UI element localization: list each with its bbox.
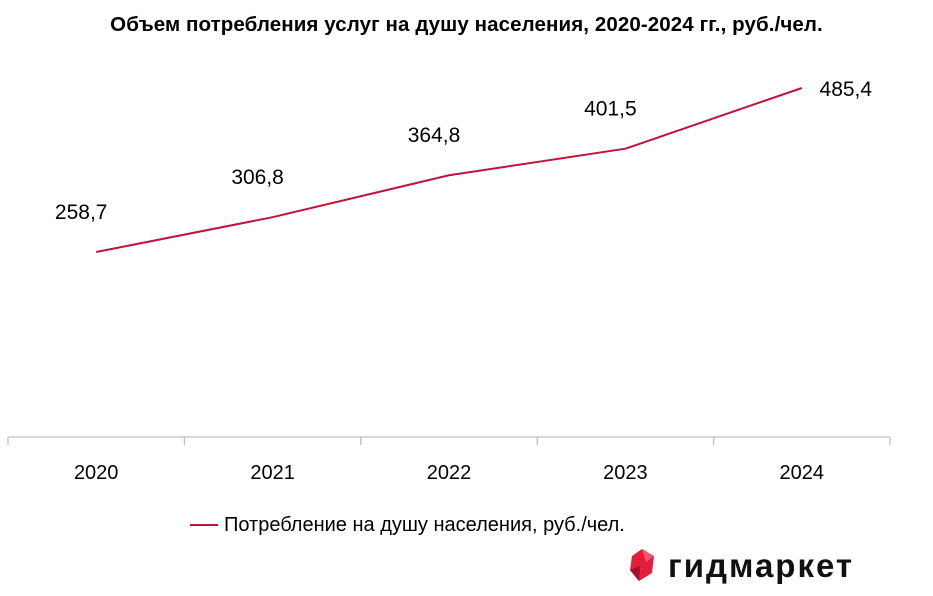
series-group: [96, 87, 803, 253]
legend: Потребление на душу населения, руб./чел.: [190, 510, 625, 540]
data-label: 401,5: [584, 98, 637, 121]
data-label: 306,8: [231, 166, 284, 189]
data-labels: 258,7 306,8 364,8 401,5 485,4: [55, 78, 872, 224]
x-tick-label: 2022: [427, 462, 472, 484]
data-label: 258,7: [55, 201, 108, 224]
gidmarket-logo: гидмаркет: [628, 548, 854, 582]
x-tick-label: 2023: [603, 462, 648, 484]
x-axis: 2020 2021 2022 2023 2024: [7, 436, 891, 484]
series-line: [96, 87, 803, 253]
ruby-gem-icon: [630, 549, 654, 581]
legend-label: Потребление на душу населения, руб./чел.: [224, 513, 625, 536]
x-tick-label: 2020: [74, 462, 119, 484]
data-label: 364,8: [408, 124, 461, 147]
data-label: 485,4: [820, 78, 873, 101]
chart-title: Объем потребления услуг на душу населени…: [110, 13, 823, 36]
x-tick-label: 2024: [780, 462, 825, 484]
logo-text: гидмаркет: [668, 546, 855, 584]
x-tick-label: 2021: [250, 462, 295, 484]
legend-line-swatch: [190, 524, 218, 526]
